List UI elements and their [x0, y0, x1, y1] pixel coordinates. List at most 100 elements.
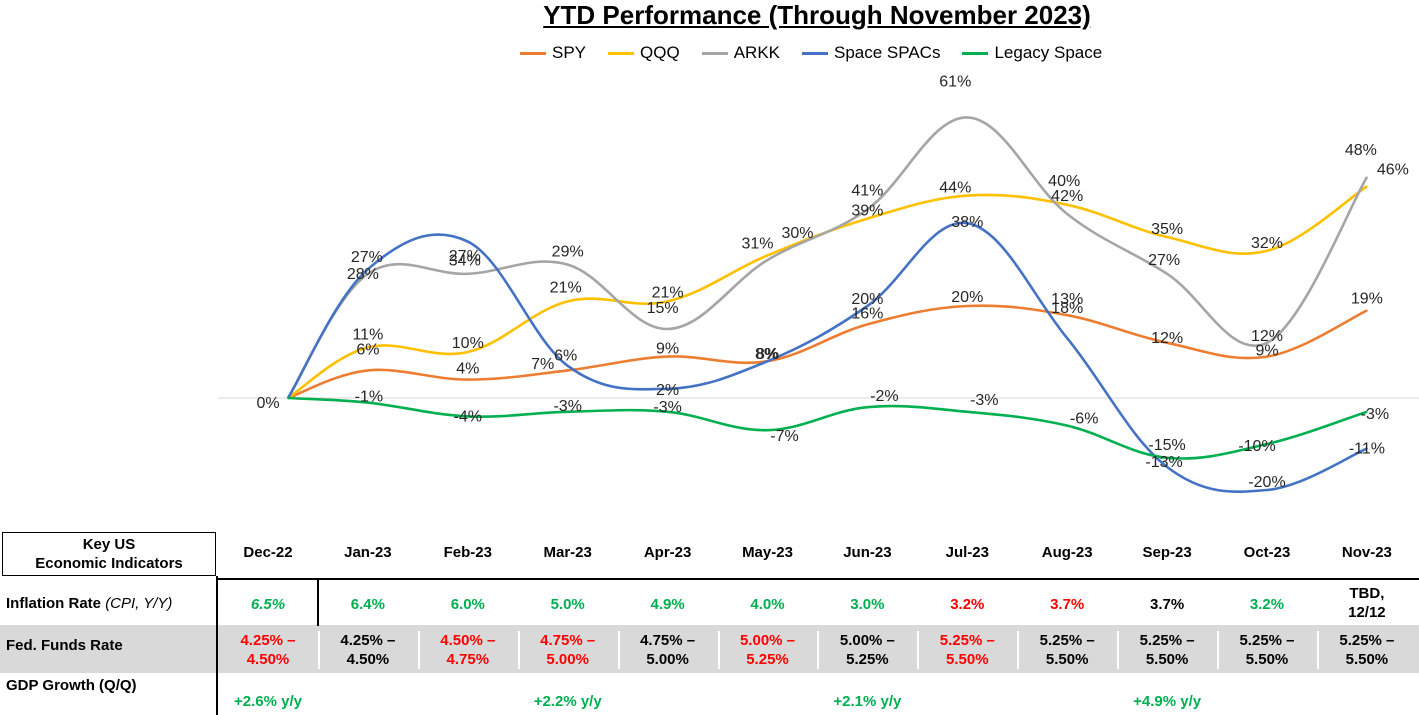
fed-funds-value-may-23: 5.00% –5.25%: [739, 632, 796, 668]
data-point-spy: [966, 305, 969, 307]
data-label-legacy-space: -1%: [355, 389, 383, 406]
data-label-spy: 20%: [951, 289, 983, 306]
data-label-qqq: 46%: [1377, 161, 1409, 178]
data-point-arkk: [1066, 213, 1068, 215]
fed-funds-value-apr-23: 4.75% –5.00%: [640, 632, 696, 668]
inflation-value-sep-23: 3.7%: [1149, 596, 1185, 613]
data-label-arkk: 27%: [449, 248, 481, 265]
inflation-value-mar-23: 5.0%: [550, 596, 585, 613]
data-point-spy: [367, 369, 369, 372]
data-label-space-spacs: 8%: [755, 346, 778, 363]
data-point-qqq: [1166, 236, 1168, 238]
legend-label-qqq: QQQ: [640, 43, 680, 62]
economic-indicators-table: Key US Economic Indicators Inflation Rat…: [0, 532, 1419, 715]
month-header-nov-23: Nov-23: [1341, 544, 1392, 561]
fed-funds-cell-divider: [617, 631, 620, 669]
inflation-value-oct-23: 3.2%: [1249, 596, 1285, 613]
data-point-space-spacs: [566, 365, 569, 367]
data-point-legacy-space: [467, 415, 469, 418]
series-line-arkk: [286, 116, 1369, 399]
data-label-space-spacs: 20%: [851, 291, 883, 308]
data-label-spy: 12%: [1151, 330, 1183, 347]
data-point-spy: [1166, 342, 1168, 344]
table-header-divider: [216, 578, 1419, 580]
data-label-legacy-space: -3%: [970, 392, 998, 409]
inflation-value-aug-23: 3.7%: [1050, 596, 1085, 613]
legend-swatch-space-spacs: [802, 51, 828, 55]
data-point-qqq: [467, 351, 469, 353]
data-label-legacy-space: -6%: [1070, 411, 1098, 428]
data-label-legacy-space: -3%: [653, 399, 681, 416]
data-label-spy: 8%: [756, 346, 779, 363]
data-point-spy: [1066, 314, 1068, 317]
data-label-arkk: 29%: [552, 244, 584, 261]
data-label-legacy-space: -7%: [770, 428, 798, 445]
data-point-qqq: [1066, 204, 1068, 206]
legend-swatch-legacy-space: [962, 51, 989, 55]
data-label-space-spacs: 13%: [1051, 291, 1083, 308]
data-point-arkk: [966, 116, 969, 119]
table-column-divider: [216, 576, 218, 715]
data-label-space-spacs: 38%: [951, 214, 983, 231]
fed-funds-value-sep-23: 5.25% –5.50%: [1139, 632, 1195, 668]
gdp-value: +4.9% y/y: [1133, 693, 1202, 710]
gdp-value: +2.2% y/y: [533, 693, 602, 710]
data-point-space-spacs: [766, 360, 769, 363]
data-point-qqq: [566, 300, 569, 303]
data-point-legacy-space: [287, 397, 289, 399]
data-point-space-spacs: [966, 222, 969, 224]
fed-funds-value-jun-23: 5.00% –5.25%: [839, 632, 895, 668]
month-header-dec-22: Dec-22: [243, 544, 293, 561]
data-point-space-spacs: [367, 268, 369, 271]
table-dec-divider: [317, 578, 319, 626]
month-header-sep-23: Sep-23: [1142, 544, 1192, 561]
line-chart: 0%6%4%6% 9% 8%16%20%18%12%9%19%11%10%21% 21…: [218, 73, 1419, 493]
data-label-qqq: 39%: [851, 203, 883, 220]
data-label-legacy-space: -10%: [1238, 438, 1275, 455]
chart-legend: SPY QQQ ARKK Space SPACs Legacy Space: [520, 43, 1102, 63]
data-label-legacy-space: -4%: [454, 408, 482, 425]
legend-item-arkk: ARKK: [701, 43, 780, 63]
data-point-legacy-space: [1366, 411, 1368, 413]
month-header-oct-23: Oct-23: [1243, 544, 1291, 561]
data-label-qqq: 44%: [939, 180, 971, 197]
legend-item-qqq: QQQ: [608, 43, 680, 63]
data-point-space-spacs: [467, 240, 469, 243]
inflation-row-label: Inflation Rate (CPI, Y/Y): [6, 595, 172, 612]
data-label-spy: 9%: [1255, 343, 1278, 360]
fed-funds-cell-divider: [1017, 631, 1020, 669]
legend-swatch-spy: [520, 51, 546, 55]
fed-funds-cell-divider: [317, 631, 320, 669]
data-label-qqq: 32%: [1251, 235, 1283, 252]
fed-funds-value-jul-23: 5.25% –5.50%: [939, 632, 995, 668]
legend-item-spy: SPY: [520, 43, 586, 63]
legend-label-spy: SPY: [552, 43, 587, 62]
fed-funds-value-dec-22: 4.25% –4.50%: [240, 632, 296, 668]
data-label-spy: 0%: [256, 395, 279, 412]
legend-label-arkk: ARKK: [733, 43, 780, 62]
month-header-mar-23: Mar-23: [543, 544, 592, 561]
data-point-arkk: [666, 328, 669, 330]
inflation-value-may-23: 4.0%: [750, 596, 785, 613]
data-point-arkk: [1366, 176, 1368, 178]
data-label-space-spacs: 28%: [347, 266, 379, 283]
fed-funds-value-feb-23: 4.50% –4.75%: [440, 632, 496, 668]
fed-funds-value-oct-23: 5.25% –5.50%: [1239, 632, 1295, 668]
data-label-space-spacs: 2%: [656, 382, 679, 399]
series-line-spy: [287, 304, 1368, 400]
data-point-spy: [1266, 355, 1268, 358]
fed-funds-cell-divider: [817, 631, 820, 669]
inflation-value-dec-22: 6.5%: [250, 596, 286, 613]
legend-label-legacy-space: Legacy Space: [994, 43, 1103, 62]
data-label-space-spacs: 7%: [531, 356, 554, 373]
data-point-space-spacs: [866, 305, 869, 307]
data-point-arkk: [467, 273, 469, 275]
data-point-legacy-space: [1166, 457, 1168, 459]
data-label-spy: 6%: [554, 347, 577, 364]
inflation-label: Inflation Rate: [6, 595, 102, 612]
data-point-spy: [1366, 309, 1368, 312]
data-point-arkk: [1166, 273, 1168, 275]
data-label-spy: 16%: [851, 305, 883, 322]
fed-funds-value-jan-23: 4.25% –4.50%: [340, 632, 396, 668]
data-label-space-spacs: 34%: [449, 253, 481, 270]
